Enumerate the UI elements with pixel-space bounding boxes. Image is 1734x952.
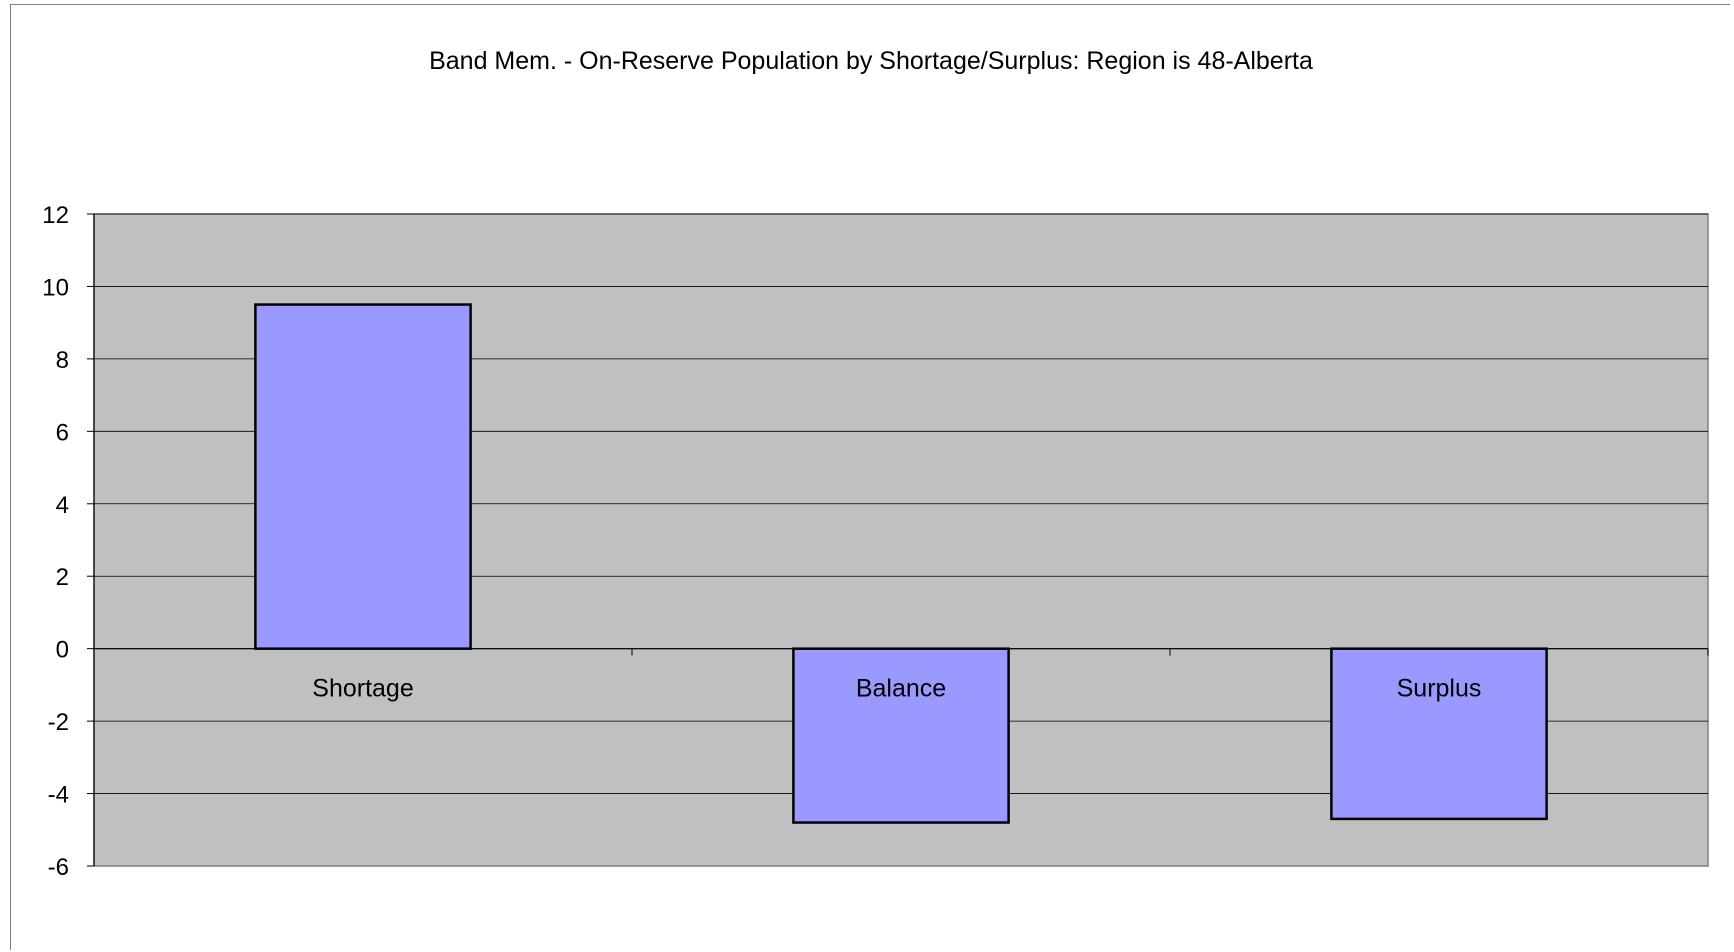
bars xyxy=(254,303,1548,824)
x-axis-labels: Shortage Balance Surplus xyxy=(312,675,1481,703)
y-tick-label: 12 xyxy=(42,202,69,229)
axes xyxy=(93,214,1709,866)
y-tick-label: 4 xyxy=(56,492,69,519)
y-tick-label: 8 xyxy=(56,347,69,374)
y-tick-label: -2 xyxy=(48,709,69,736)
x-tick-label: Balance xyxy=(856,675,946,703)
y-tick-label: 0 xyxy=(56,637,69,664)
y-tick-label: 10 xyxy=(42,274,69,301)
bar-balance xyxy=(792,647,1010,824)
y-axis-ticks: -6 -4 -2 0 2 4 6 8 10 12 xyxy=(42,202,94,881)
y-tick-label: -6 xyxy=(48,854,69,881)
bar-surplus xyxy=(1330,647,1548,821)
bar-shortage xyxy=(254,303,472,650)
y-tick-label: 2 xyxy=(56,564,69,591)
chart-title: Band Mem. - On-Reserve Population by Sho… xyxy=(429,47,1313,75)
x-tick-label: Surplus xyxy=(1397,675,1482,703)
y-tick-label: -4 xyxy=(48,782,69,809)
y-tick-label: 6 xyxy=(56,419,69,446)
x-tick-label: Shortage xyxy=(312,675,413,703)
chart-frame: Band Mem. - On-Reserve Population by Sho… xyxy=(10,4,1730,950)
